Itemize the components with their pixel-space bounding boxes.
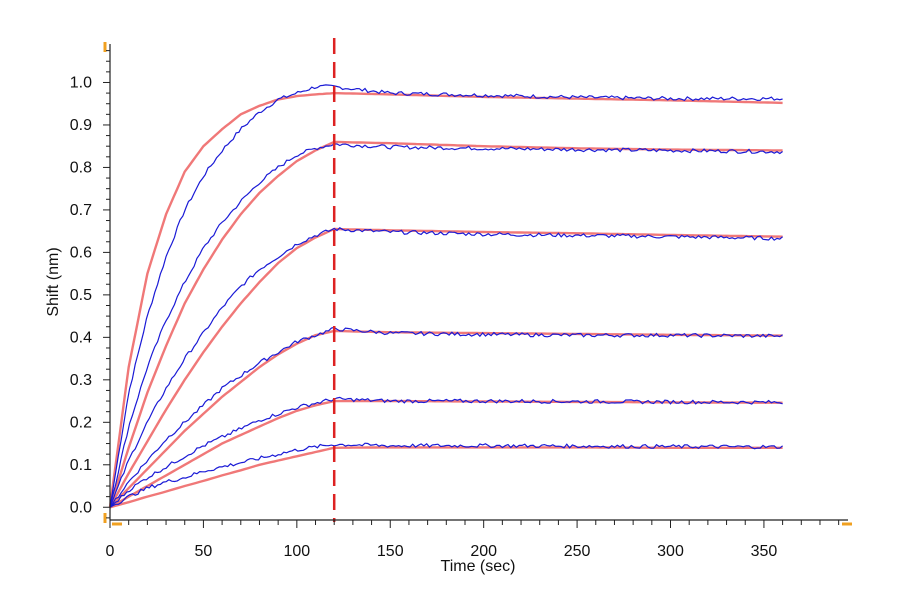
x-axis-title: Time (sec)	[441, 558, 516, 575]
y-tick-label: 0.1	[70, 457, 92, 474]
y-tick-label: 0.0	[70, 499, 92, 516]
x-tick-label: 100	[283, 543, 310, 560]
fit-curve-6	[109, 446, 783, 509]
x-tick-label: 50	[195, 543, 213, 560]
y-tick-label: 0.2	[70, 414, 92, 431]
x-tick-label: 300	[657, 543, 684, 560]
fit-curve-3	[108, 227, 783, 508]
x-tick-label: 0	[106, 543, 115, 560]
y-tick-label: 0.6	[70, 244, 92, 261]
y-tick-label: 0.8	[70, 159, 92, 176]
y-tick-label: 0.5	[70, 287, 92, 304]
y-tick-label: 0.4	[70, 329, 92, 346]
x-tick-label: 150	[377, 543, 404, 560]
x-tick-label: 250	[564, 543, 591, 560]
x-tick-label: 200	[470, 543, 497, 560]
y-tick-label: 0.3	[70, 372, 92, 389]
y-tick-label: 0.9	[70, 117, 92, 134]
measured-trace-2	[109, 143, 783, 508]
measured-trace-4	[109, 326, 783, 508]
y-axis-title: Shift (nm)	[45, 247, 62, 316]
y-tick-label: 0.7	[70, 202, 92, 219]
measured-trace-6	[109, 442, 783, 508]
measured-trace-5	[109, 396, 783, 508]
measured-trace-3	[109, 227, 783, 508]
fit-curve-5	[109, 399, 783, 509]
series-layer	[108, 84, 783, 509]
fit-curve-1	[108, 91, 783, 508]
measured-trace-1	[109, 84, 783, 508]
x-tick-label: 350	[751, 543, 778, 560]
y-tick-label: 1.0	[70, 74, 92, 91]
fit-curve-4	[109, 329, 783, 509]
axes-layer: 0.0 0.1 0.2 0.3 0.4 0.5 0.6 0.7 0.8 0.9 1.0 0 50 100 1…	[70, 42, 852, 560]
